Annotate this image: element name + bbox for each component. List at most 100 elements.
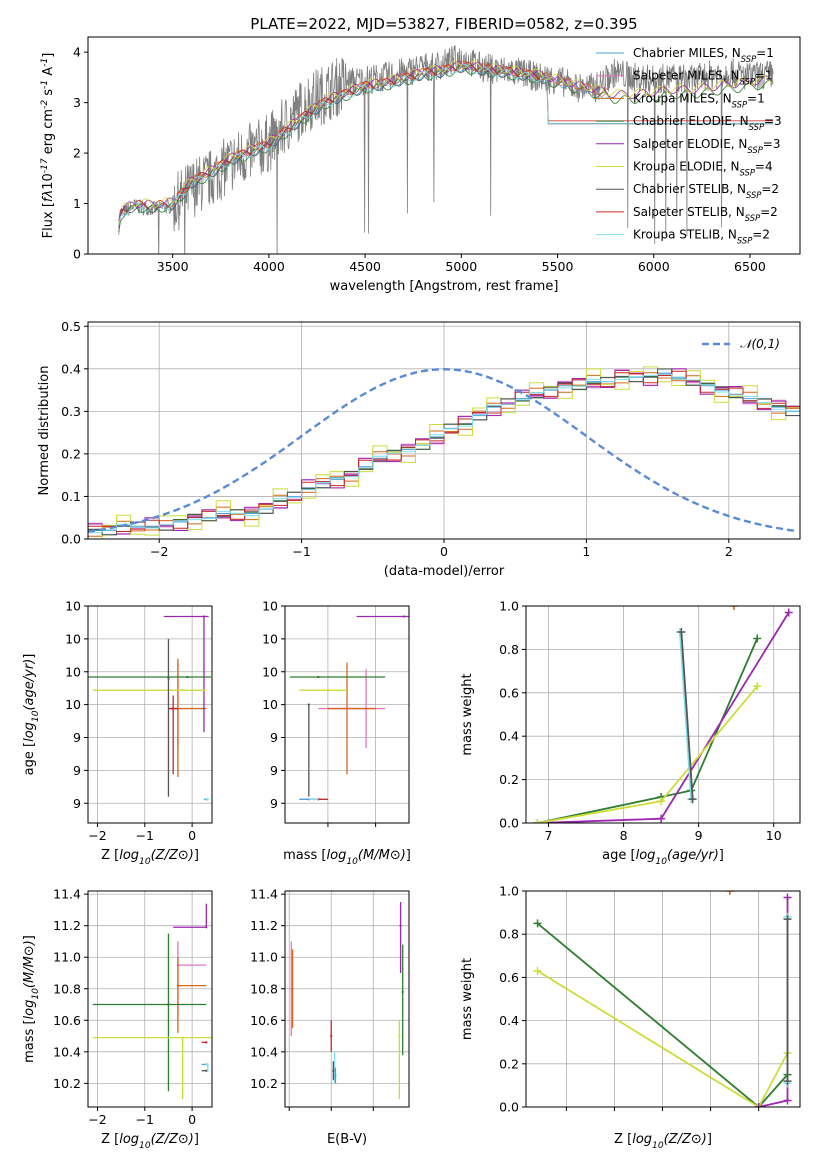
errorbar-point <box>201 1069 208 1072</box>
panel-7: 10.2 10.4 10.6 10.8 11.0 11.2 11.4 E(B-V) <box>250 887 410 1147</box>
plot-area <box>289 615 409 801</box>
plus-marker <box>725 891 734 895</box>
point-marker <box>399 924 402 927</box>
y-tick-label: 0.1 <box>61 489 81 504</box>
y-tick-label: 10 <box>262 599 278 614</box>
errorbar-point <box>168 695 178 775</box>
errorbar-point <box>92 933 207 1092</box>
plus-marker <box>688 795 697 804</box>
point-marker <box>167 1003 170 1006</box>
y-tick-label: 10 <box>262 631 278 646</box>
mass-weight-line <box>536 922 789 1107</box>
model-spectrum <box>118 60 774 225</box>
point-marker <box>333 1066 336 1069</box>
errorbar-point <box>290 941 293 1037</box>
x-axis-label: (data-model)/error <box>384 564 505 579</box>
y-tick-label: 0.4 <box>499 729 519 744</box>
errorbar-point <box>398 1020 401 1100</box>
y-tick-label: 11.4 <box>250 887 278 902</box>
point-marker <box>205 1041 208 1044</box>
y-tick-label: 10.2 <box>250 1076 278 1091</box>
axes-frame <box>87 605 213 824</box>
legend-label: 𝒩(0,1) <box>740 337 780 351</box>
y-tick-label: 10.4 <box>53 1044 81 1059</box>
y-tick-label: 10 <box>262 697 278 712</box>
errorbar-point <box>167 638 170 797</box>
axes-frame <box>87 890 213 1108</box>
y-tick-label: 0.8 <box>499 927 519 942</box>
residual-histogram <box>88 373 800 534</box>
errorbar-point <box>327 662 376 775</box>
gaussian-reference-curve <box>88 368 798 533</box>
errorbar-point <box>88 676 212 679</box>
y-tick-label: 9 <box>73 730 81 745</box>
y-tick-label: 0.0 <box>61 532 81 547</box>
y-tick-label: 0.6 <box>499 685 519 700</box>
y-tick-label: 0.4 <box>61 361 81 376</box>
y-axis-label: Flux [fλ10-17 erg cm-2 s-1 A-1] <box>40 53 56 239</box>
x-axis-label: age [log10(age/yr)] <box>602 848 724 867</box>
y-axis-label: age [log10(age/yr)] <box>22 654 41 776</box>
point-marker <box>346 707 348 710</box>
x-axis-label: Z [log10(Z/Z⊙)] <box>614 1132 712 1151</box>
point-marker <box>317 676 320 679</box>
x-tick-label: 10 <box>766 828 782 843</box>
model-spectrum <box>118 65 774 226</box>
mass-weight-line <box>537 685 758 823</box>
legend-label: Kroupa MILES, NSSP=1 <box>633 91 765 109</box>
figure-title: PLATE=2022, MJD=53827, FIBERID=0582, z=0… <box>250 15 637 33</box>
x-tick-label: 7 <box>545 828 553 843</box>
y-tick-label: 10 <box>65 599 81 614</box>
y-tick-label: 10 <box>65 631 81 646</box>
y-tick-label: 0.0 <box>499 1100 519 1115</box>
x-tick-label: 6000 <box>638 259 670 274</box>
point-marker <box>307 703 310 706</box>
axes-frame <box>284 605 410 824</box>
point-marker <box>205 1069 208 1072</box>
plus-marker <box>753 682 762 691</box>
x-tick-label: 5500 <box>542 259 574 274</box>
y-tick-label: 11.0 <box>250 950 278 965</box>
errorbar-point <box>356 615 409 618</box>
y-tick-label: 11.2 <box>53 918 81 933</box>
point-marker <box>326 689 329 692</box>
plus-marker <box>753 634 762 643</box>
y-tick-label: 11.2 <box>250 918 278 933</box>
y-tick-label: 0 <box>73 247 81 262</box>
x-tick-label: 3500 <box>157 259 189 274</box>
x-axis-label: E(B-V) <box>327 1132 367 1147</box>
y-tick-label: 11.4 <box>53 887 81 902</box>
plot-area <box>290 902 404 1100</box>
x-tick-label: 5000 <box>445 259 477 274</box>
panel-4: 9 9 9 10 10 10 10 mass [log10(M/M⊙)] <box>262 599 411 868</box>
point-marker <box>205 926 208 929</box>
point-marker <box>290 987 293 990</box>
x-tick-label: 6500 <box>734 259 766 274</box>
x-tick-label: 0 <box>440 544 448 559</box>
point-marker <box>312 798 315 801</box>
y-tick-label: 0.6 <box>499 970 519 985</box>
plus-marker <box>677 628 686 637</box>
errorbar-point <box>308 798 319 801</box>
errorbar-point <box>201 1041 208 1044</box>
point-marker <box>206 798 209 801</box>
legend-label: Salpeter MILES, NSSP=1 <box>633 69 773 87</box>
y-tick-label: 0.2 <box>499 772 519 787</box>
y-axis-label: mass [log10(M/M⊙)] <box>22 935 41 1063</box>
errorbar-point <box>401 944 404 1055</box>
y-tick-label: 10.6 <box>53 1013 81 1028</box>
y-tick-label: 10.4 <box>250 1044 278 1059</box>
plus-marker <box>729 606 738 610</box>
x-tick-label: −2 <box>150 544 168 559</box>
x-tick-label: −1 <box>136 828 154 843</box>
y-axis-label: mass weight <box>460 673 475 755</box>
y-tick-label: 10.8 <box>250 981 278 996</box>
x-tick-label: 2 <box>725 544 733 559</box>
x-tick-label: 8 <box>620 828 628 843</box>
y-tick-label: 0.3 <box>61 404 81 419</box>
plus-marker <box>657 814 666 823</box>
errorbar-point <box>205 798 209 801</box>
errorbar-point <box>291 949 294 1029</box>
panel-8: 0.0 0.2 0.4 0.6 0.8 1.0 Z [log10(Z/Z⊙)] mass we… <box>460 884 801 1151</box>
y-tick-label: 4 <box>73 45 81 60</box>
